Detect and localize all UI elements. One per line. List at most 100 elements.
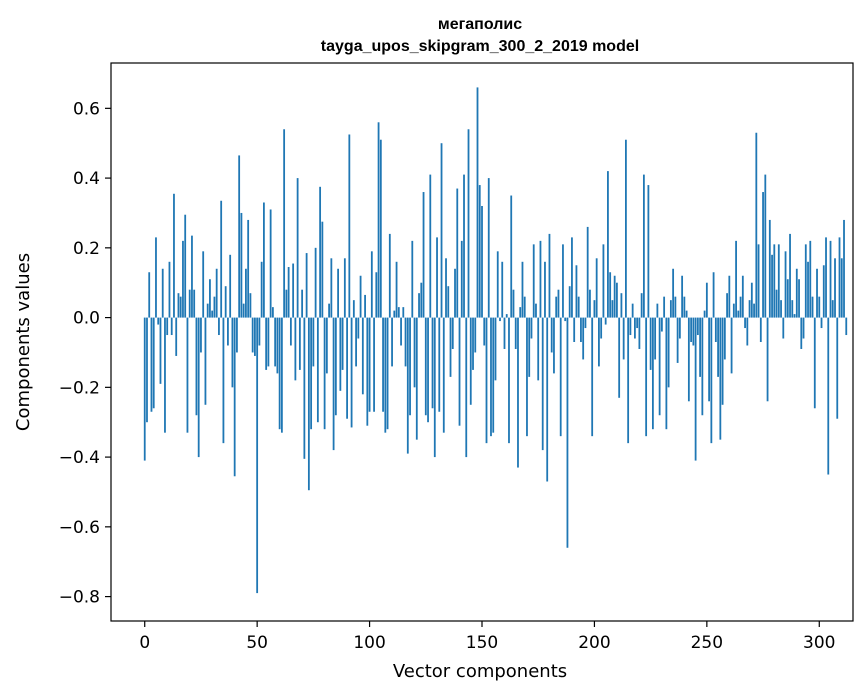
bar-component-160 [503, 317, 506, 349]
bar-component-115 [402, 307, 405, 318]
y-axis: −0.8 −0.6 −0.4 −0.2 0.0 0.2 0.4 0.6 [59, 99, 111, 608]
y-tick-label: 0.2 [73, 239, 100, 259]
bar-component-59 [276, 317, 279, 374]
bar-component-278 [768, 219, 771, 318]
bar-component-83 [330, 258, 333, 318]
bar-component-46 [247, 219, 250, 318]
bar-component-93 [352, 300, 355, 318]
bar-component-55 [267, 317, 270, 367]
bar-component-171 [528, 317, 531, 377]
bar-component-88 [341, 317, 344, 370]
bar-component-67 [294, 317, 297, 381]
bar-component-42 [238, 155, 241, 318]
bar-component-71 [303, 317, 306, 459]
bar-component-123 [420, 282, 423, 318]
bar-component-144 [467, 129, 470, 318]
bar-component-207 [609, 272, 612, 318]
bar-component-151 [483, 317, 486, 346]
bar-component-291 [798, 279, 800, 318]
bar-component-154 [490, 317, 492, 437]
bar-component-262 [732, 303, 735, 318]
bar-component-49 [254, 317, 256, 356]
bar-component-290 [795, 268, 798, 318]
bar-component-241 [685, 310, 688, 318]
bar-component-162 [508, 317, 510, 444]
bar-component-164 [512, 289, 515, 318]
bar-component-9 [164, 317, 166, 433]
bar-component-233 [667, 317, 670, 388]
bar-component-252 [710, 317, 713, 444]
bar-component-298 [813, 317, 816, 409]
bar-component-145 [469, 317, 472, 405]
bar-component-198 [589, 289, 591, 318]
bar-component-119 [411, 240, 414, 318]
bar-component-90 [346, 317, 348, 419]
bar-component-190 [571, 237, 573, 318]
bar-component-149 [478, 185, 481, 318]
x-tick-label: 300 [803, 633, 835, 653]
x-axis: 0 50 100 150 200 250 300 [139, 621, 835, 653]
bar-component-52 [260, 261, 263, 318]
bar-component-61 [280, 317, 283, 433]
bar-component-58 [274, 317, 277, 367]
x-tick-label: 150 [466, 633, 498, 653]
bar-component-130 [436, 237, 438, 318]
bar-component-134 [445, 258, 447, 318]
bar-component-70 [301, 289, 304, 318]
bar-component-202 [598, 317, 600, 367]
bar-component-73 [307, 317, 310, 491]
bar-component-57 [271, 307, 274, 318]
bar-component-108 [386, 317, 389, 430]
bar-component-35 [222, 317, 225, 444]
bar-component-10 [166, 317, 169, 336]
bar-component-249 [703, 310, 706, 318]
bar-component-250 [705, 282, 708, 318]
chart-title-line1: мегаполис [438, 16, 522, 33]
bar-component-309 [838, 237, 841, 318]
bar-component-155 [492, 317, 495, 433]
bar-component-270 [750, 282, 753, 318]
y-axis-title: Components values [13, 253, 34, 431]
bar-component-1 [146, 317, 148, 423]
bar-component-30 [211, 310, 214, 318]
y-tick-label: −0.2 [59, 378, 100, 398]
bar-component-254 [714, 317, 717, 342]
bar-component-150 [481, 205, 483, 318]
bar-component-224 [647, 185, 650, 318]
bar-component-247 [699, 317, 701, 377]
bar-component-191 [573, 317, 576, 342]
bar-component-100 [368, 317, 371, 412]
bar-component-230 [660, 317, 663, 332]
bar-component-84 [332, 317, 335, 451]
bar-component-126 [427, 317, 429, 423]
bar-component-307 [834, 258, 836, 318]
bar-component-33 [218, 317, 220, 336]
x-axis-title: Vector components [393, 661, 567, 682]
bar-component-19 [186, 317, 189, 433]
bar-component-152 [485, 317, 488, 444]
bar-component-168 [521, 261, 524, 318]
bar-component-139 [456, 188, 459, 318]
bar-component-79 [321, 221, 324, 318]
bar-component-288 [791, 300, 794, 318]
bar-component-44 [242, 303, 245, 318]
bar-component-218 [634, 317, 636, 339]
bar-component-287 [789, 233, 791, 318]
bar-component-195 [582, 317, 585, 360]
bar-component-75 [312, 317, 315, 367]
bar-component-102 [373, 317, 375, 412]
bar-component-25 [200, 317, 202, 353]
bar-component-156 [494, 317, 497, 381]
x-tick-label: 50 [246, 633, 268, 653]
bar-component-217 [631, 303, 634, 318]
bar-component-31 [213, 296, 216, 318]
bar-component-87 [339, 317, 342, 391]
bar-component-244 [692, 317, 695, 346]
bar-component-231 [663, 296, 666, 318]
bar-component-68 [296, 178, 299, 318]
bar-component-220 [638, 317, 641, 349]
bar-component-280 [773, 244, 776, 318]
bar-component-64 [287, 267, 290, 318]
bar-component-45 [245, 268, 247, 318]
bar-component-274 [759, 317, 762, 342]
